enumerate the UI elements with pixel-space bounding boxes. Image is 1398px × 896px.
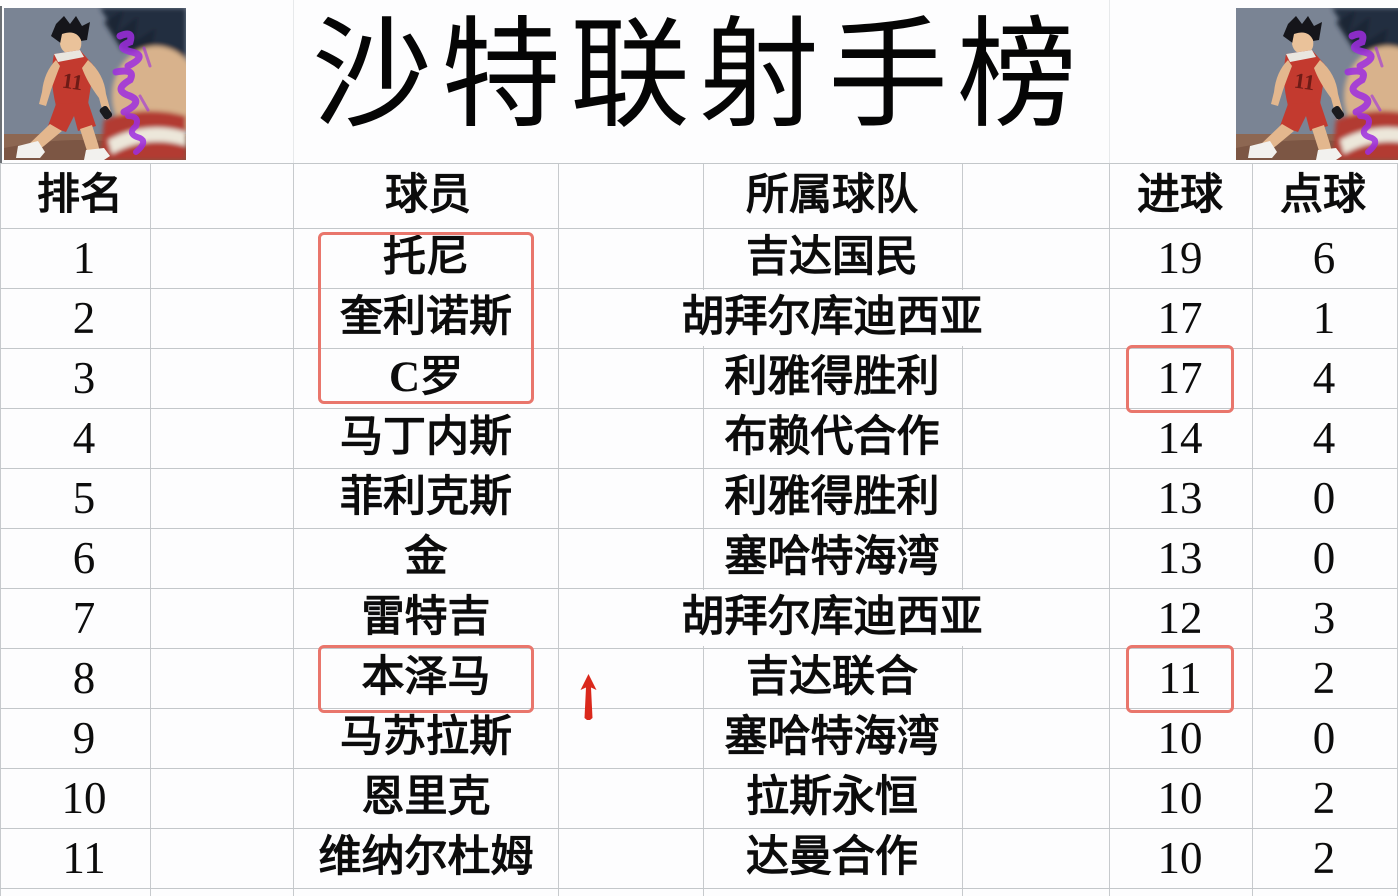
player-cell: 马苏拉斯 — [340, 714, 512, 761]
rank-cell: 4 — [72, 413, 96, 463]
penalties-cell: 3 — [1312, 593, 1336, 643]
gridline — [150, 163, 151, 896]
gridline — [1109, 163, 1110, 896]
gridline — [0, 163, 1, 896]
team-cell: 塞哈特海湾 — [719, 710, 945, 766]
gridline — [0, 163, 1398, 164]
goals-cell: 13 — [1157, 533, 1203, 583]
team-cell: 吉达国民 — [741, 230, 923, 286]
penalties-cell: 4 — [1312, 353, 1336, 403]
rank-cell: 7 — [72, 593, 96, 643]
gridline — [0, 288, 1398, 289]
team-cell: 达曼合作 — [741, 830, 923, 886]
gridline — [0, 408, 1398, 409]
player-cell: 奎利诺斯 — [340, 294, 512, 341]
penalties-cell: 0 — [1312, 473, 1336, 523]
player-cell: 托尼 — [383, 234, 469, 281]
team-cell: 胡拜尔库迪西亚 — [676, 290, 988, 346]
goals-cell: 14 — [1157, 413, 1203, 463]
gridline — [0, 348, 1398, 349]
purple-graffiti — [112, 30, 152, 155]
player-cell: C罗 — [388, 354, 464, 401]
rank-cell: 3 — [72, 353, 96, 403]
team-cell: 吉达联合 — [741, 650, 923, 706]
goals-cell: 10 — [1157, 773, 1203, 823]
penalties-cell: 2 — [1312, 773, 1336, 823]
goals-cell: 12 — [1157, 593, 1203, 643]
gridline — [703, 163, 704, 896]
penalties-cell: 2 — [1312, 653, 1336, 703]
team-cell: 利雅得胜利 — [719, 470, 945, 526]
team-cell: 拉斯永恒 — [741, 770, 923, 826]
highlight-box-goals-rank3 — [1126, 345, 1234, 413]
goals-cell: 10 — [1157, 713, 1203, 763]
gridline — [0, 528, 1398, 529]
slam-dunk-image-left: 11 — [4, 8, 186, 160]
gridline — [293, 0, 294, 163]
jersey-number: 11 — [1293, 68, 1317, 96]
rank-cell: 8 — [72, 653, 96, 703]
rank-cell: 10 — [61, 773, 107, 823]
penalties-cell: 0 — [1312, 713, 1336, 763]
team-cell: 塞哈特海湾 — [719, 530, 945, 586]
gridline — [962, 163, 963, 896]
goals-cell: 19 — [1157, 233, 1203, 283]
gridline — [1252, 163, 1253, 896]
player-cell: 马丁内斯 — [340, 414, 512, 461]
player-cell: 维纳尔杜姆 — [318, 834, 534, 881]
gridline — [0, 708, 1398, 709]
penalties-cell: 2 — [1312, 833, 1336, 883]
header-player: 球员 — [385, 172, 471, 219]
jersey-number: 11 — [61, 68, 85, 96]
gridline — [0, 768, 1398, 769]
player-cell: 本泽马 — [361, 654, 491, 701]
penalties-cell: 0 — [1312, 533, 1336, 583]
rank-cell: 6 — [72, 533, 96, 583]
gridline — [0, 468, 1398, 469]
rank-cell: 1 — [72, 233, 96, 283]
player-cell: 雷特吉 — [361, 594, 491, 641]
goals-cell: 17 — [1157, 353, 1203, 403]
rank-cell: 5 — [72, 473, 96, 523]
highlight-box-goals-rank8 — [1126, 645, 1234, 713]
penalties-cell: 4 — [1312, 413, 1336, 463]
sheet-left-edge — [0, 6, 2, 163]
player-cell: 恩里克 — [361, 774, 491, 821]
team-cell: 布赖代合作 — [719, 410, 945, 466]
header-team: 所属球队 — [746, 172, 918, 219]
header-penalties: 点球 — [1280, 172, 1366, 219]
goals-cell: 13 — [1157, 473, 1203, 523]
highlight-box-player-rank1 — [318, 232, 534, 404]
highlight-box-player-rank8 — [318, 645, 534, 713]
rank-cell: 11 — [62, 833, 106, 883]
player-cell: 菲利克斯 — [340, 474, 512, 521]
team-cell: 利雅得胜利 — [719, 350, 945, 406]
penalties-cell: 6 — [1312, 233, 1336, 283]
slam-dunk-image-right: 11 — [1236, 8, 1398, 160]
rank-cell: 9 — [72, 713, 96, 763]
goals-cell: 11 — [1158, 653, 1202, 703]
gridline — [558, 163, 559, 896]
header-rank: 排名 — [37, 172, 123, 219]
goals-cell: 17 — [1157, 293, 1203, 343]
rank-cell: 2 — [72, 293, 96, 343]
page-title: 沙特联射手榜 — [312, 9, 1086, 142]
team-cell: 胡拜尔库迪西亚 — [676, 590, 988, 646]
trend-up-arrow-icon — [580, 674, 597, 725]
player-cell: 金 — [404, 534, 448, 581]
foreground-player: 11 — [16, 16, 113, 160]
header-goals: 进球 — [1137, 172, 1223, 219]
penalties-cell: 1 — [1312, 293, 1336, 343]
gridline — [0, 828, 1398, 829]
gridline — [0, 648, 1398, 649]
gridline — [0, 228, 1398, 229]
gridline — [0, 588, 1398, 589]
gridline — [1109, 0, 1110, 163]
gridline — [293, 163, 294, 896]
goals-cell: 10 — [1157, 833, 1203, 883]
gridline — [0, 888, 1398, 889]
